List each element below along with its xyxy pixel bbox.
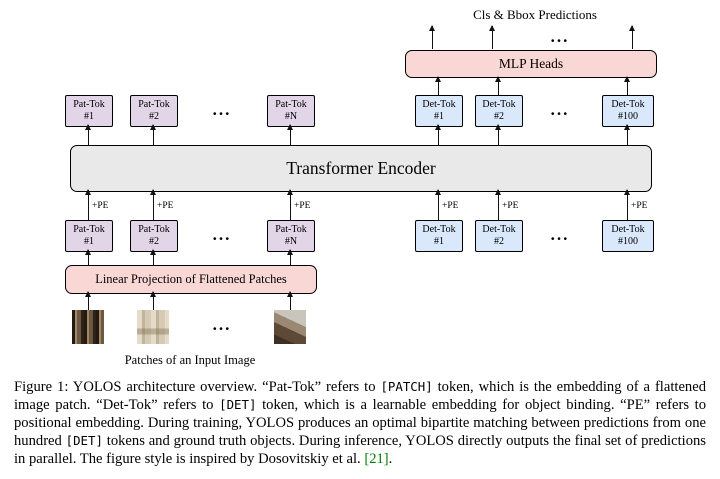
arrow-up-icon <box>623 124 630 145</box>
arrow-up-icon <box>494 76 501 95</box>
image-patch-3 <box>274 310 306 344</box>
arrow-up-icon <box>434 189 441 220</box>
det-tok-output-box: Det-Tok #100 <box>602 95 654 127</box>
patches-label: Patches of an Input Image <box>124 353 256 367</box>
token-label: Det-Tok <box>611 223 645 235</box>
token-label: Det-Tok <box>422 223 456 235</box>
linear-projection-label: Linear Projection of Flattened Patches <box>95 272 287 286</box>
arrow-up-icon <box>623 189 630 220</box>
token-id: #N <box>284 236 298 247</box>
citation-21-link[interactable]: [21] <box>364 451 389 468</box>
transformer-encoder-label: Transformer Encoder <box>286 158 436 178</box>
caption-text: tokens and ground truth objects. During … <box>14 433 706 468</box>
arrow-up-icon <box>84 189 91 220</box>
arrow-up-icon <box>428 25 435 49</box>
token-id: #2 <box>494 111 504 122</box>
token-label: Pat-Tok <box>138 223 170 235</box>
arrow-up-icon <box>149 291 156 310</box>
arrow-up-icon <box>286 124 293 145</box>
pe-label: +PE <box>92 201 109 211</box>
caption-text: token, which is a learnable embedding fo… <box>14 397 707 450</box>
det-tok-input-box: Det-Tok #2 <box>475 220 523 252</box>
token-id: #1 <box>434 236 444 247</box>
token-label: Det-Tok <box>482 223 516 235</box>
token-id: #100 <box>618 111 638 122</box>
patch-token-code: [PATCH] <box>380 379 433 394</box>
token-id: #N <box>284 111 298 122</box>
ellipsis-dots: ... <box>212 100 232 119</box>
pe-label: +PE <box>442 201 459 211</box>
arrow-up-icon <box>84 291 91 310</box>
caption-text: token, which is the embedding of a flatt… <box>14 379 706 414</box>
arrow-up-icon <box>494 189 501 220</box>
pat-tok-output-box: Pat-Tok #N <box>267 95 315 127</box>
token-label: Pat-Tok <box>73 98 105 110</box>
caption-text: . <box>388 451 393 468</box>
pe-label: +PE <box>502 201 519 211</box>
ellipsis-dots: ... <box>212 315 232 334</box>
det-token-code: [DET] <box>65 433 103 449</box>
figure-caption: Figure 1: YOLOS architecture overview. “… <box>14 378 706 468</box>
arrow-up-icon <box>494 124 501 145</box>
det-tok-input-box: Det-Tok #1 <box>415 220 463 252</box>
arrow-up-icon <box>434 76 441 95</box>
ellipsis-dots: ... <box>550 100 570 119</box>
token-label: Pat-Tok <box>138 98 170 110</box>
mlp-heads-label: MLP Heads <box>498 56 564 71</box>
token-label: Pat-Tok <box>73 223 105 235</box>
pat-tok-input-box: Pat-Tok #1 <box>65 220 113 252</box>
det-tok-input-box: Det-Tok #100 <box>602 220 654 252</box>
cls-bbox-predictions-label: Cls & Bbox Predictions <box>473 7 597 22</box>
token-id: #1 <box>84 111 94 122</box>
ellipsis-dots: ... <box>550 225 570 244</box>
pat-tok-output-box: Pat-Tok #2 <box>130 95 178 127</box>
token-label: Det-Tok <box>422 98 456 110</box>
pat-tok-input-box: Pat-Tok #N <box>267 220 315 252</box>
arrow-up-icon <box>628 25 635 49</box>
transformer-encoder-box: Transformer Encoder <box>70 145 652 192</box>
pe-label: +PE <box>294 201 311 211</box>
token-id: #2 <box>494 236 504 247</box>
arrow-up-icon <box>623 76 630 95</box>
token-label: Pat-Tok <box>275 98 307 110</box>
det-token-code: [DET] <box>219 397 257 413</box>
det-tok-output-box: Det-Tok #1 <box>415 95 463 127</box>
arrow-up-icon <box>286 189 293 220</box>
mlp-heads-box: MLP Heads <box>405 50 657 78</box>
ellipsis-dots: ... <box>550 27 570 46</box>
pat-tok-input-box: Pat-Tok #2 <box>130 220 178 252</box>
token-label: Det-Tok <box>482 98 516 110</box>
image-patch-1 <box>72 310 104 344</box>
arrow-up-icon <box>149 124 156 145</box>
det-tok-output-box: Det-Tok #2 <box>475 95 523 127</box>
arrow-up-icon <box>149 249 156 265</box>
token-id: #1 <box>84 236 94 247</box>
arrow-up-icon <box>286 249 293 265</box>
arrow-up-icon <box>149 189 156 220</box>
arrow-up-icon <box>286 291 293 310</box>
arrow-up-icon <box>84 249 91 265</box>
linear-projection-box: Linear Projection of Flattened Patches <box>65 265 317 294</box>
token-id: #1 <box>434 111 444 122</box>
token-id: #2 <box>149 236 159 247</box>
token-id: #2 <box>149 111 159 122</box>
token-label: Pat-Tok <box>275 223 307 235</box>
arrow-up-icon <box>488 25 495 49</box>
pat-tok-output-box: Pat-Tok #1 <box>65 95 113 127</box>
image-patch-2 <box>137 310 169 344</box>
token-label: Det-Tok <box>611 98 645 110</box>
token-id: #100 <box>618 236 638 247</box>
pe-label: +PE <box>631 201 648 211</box>
arrow-up-icon <box>84 124 91 145</box>
pe-label: +PE <box>157 201 174 211</box>
caption-text: Figure 1: YOLOS architecture overview. “… <box>14 379 381 395</box>
ellipsis-dots: ... <box>212 225 232 244</box>
arrow-up-icon <box>434 124 441 145</box>
